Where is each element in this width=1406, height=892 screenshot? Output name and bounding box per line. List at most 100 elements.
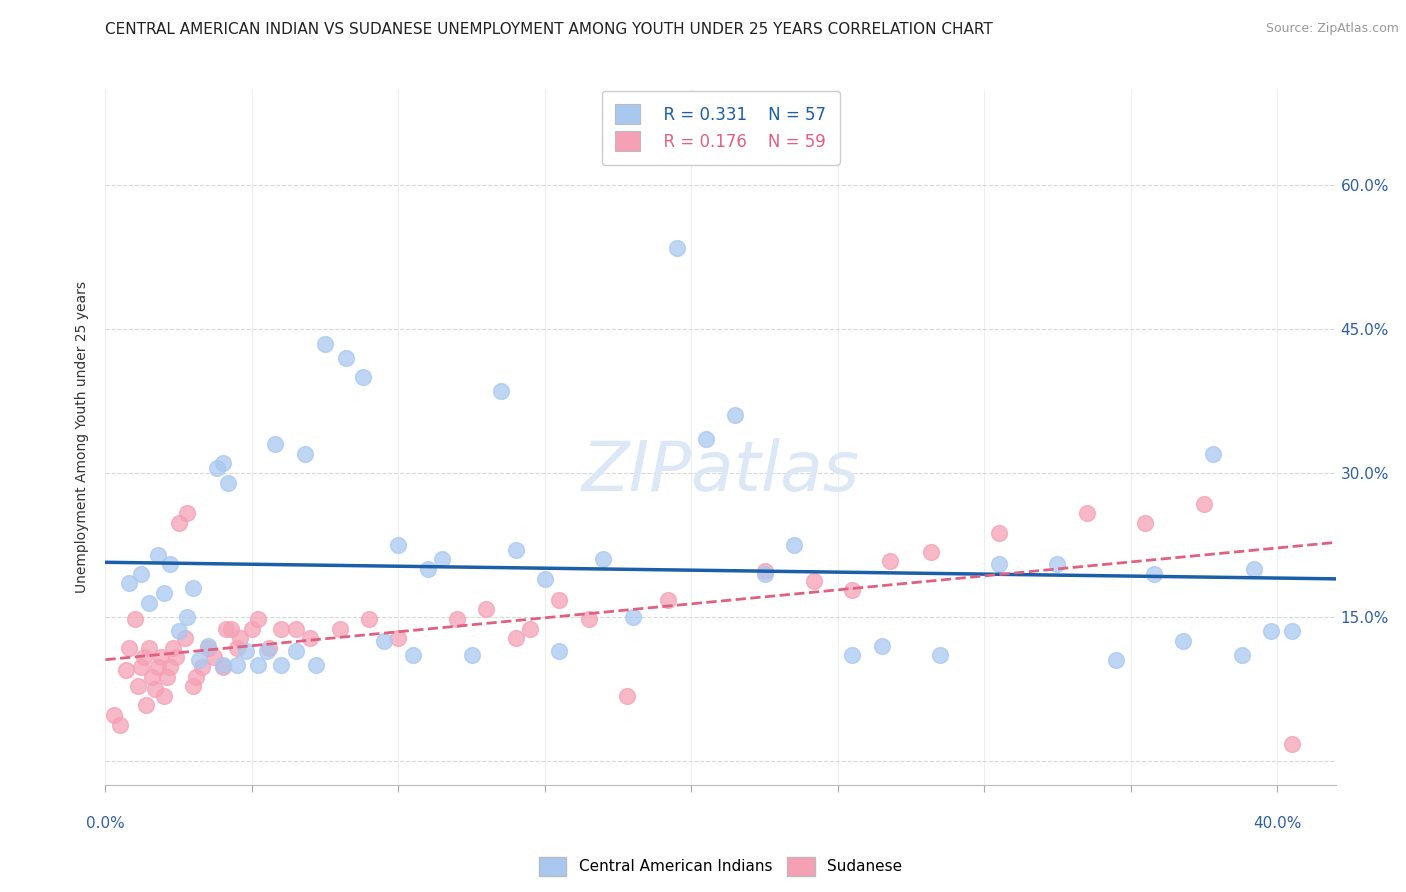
Point bbox=[841, 648, 863, 663]
Point bbox=[284, 622, 307, 636]
Point bbox=[1173, 634, 1195, 648]
Point bbox=[115, 663, 138, 677]
Point bbox=[432, 552, 454, 566]
Y-axis label: Unemployment Among Youth under 25 years: Unemployment Among Youth under 25 years bbox=[76, 281, 90, 593]
Point bbox=[879, 554, 901, 568]
Point bbox=[1143, 566, 1166, 581]
Point bbox=[329, 622, 352, 636]
Point bbox=[135, 698, 157, 713]
Point bbox=[218, 475, 240, 490]
Point bbox=[270, 622, 292, 636]
Point bbox=[387, 631, 409, 645]
Point bbox=[183, 581, 205, 595]
Point bbox=[214, 622, 236, 636]
Point bbox=[235, 643, 257, 657]
Point bbox=[1135, 516, 1157, 530]
Point bbox=[165, 650, 187, 665]
Point bbox=[259, 640, 281, 655]
Point bbox=[132, 650, 155, 665]
Point bbox=[240, 622, 263, 636]
Point bbox=[205, 461, 228, 475]
Point bbox=[754, 564, 776, 578]
Point bbox=[305, 658, 328, 673]
Point bbox=[202, 650, 225, 665]
Text: 0.0%: 0.0% bbox=[86, 815, 125, 830]
Point bbox=[108, 717, 131, 731]
Point bbox=[197, 639, 219, 653]
Point bbox=[1046, 558, 1069, 572]
Point bbox=[841, 583, 863, 598]
Point bbox=[176, 610, 198, 624]
Point bbox=[548, 643, 571, 657]
Point bbox=[211, 457, 233, 471]
Point bbox=[159, 558, 181, 572]
Point bbox=[987, 558, 1010, 572]
Point bbox=[156, 669, 179, 683]
Point bbox=[256, 643, 278, 657]
Point bbox=[335, 351, 357, 365]
Point bbox=[138, 640, 160, 655]
Point bbox=[159, 660, 181, 674]
Point bbox=[548, 592, 571, 607]
Point bbox=[1192, 497, 1215, 511]
Point bbox=[1260, 624, 1282, 639]
Point bbox=[803, 574, 825, 588]
Point bbox=[505, 542, 527, 557]
Point bbox=[724, 409, 747, 423]
Point bbox=[519, 622, 541, 636]
Point bbox=[1281, 624, 1303, 639]
Point bbox=[657, 592, 679, 607]
Point bbox=[533, 572, 555, 586]
Text: 40.0%: 40.0% bbox=[1253, 815, 1302, 830]
Point bbox=[1201, 447, 1223, 461]
Point bbox=[229, 631, 252, 645]
Point bbox=[186, 669, 208, 683]
Point bbox=[264, 437, 287, 451]
Point bbox=[284, 643, 307, 657]
Point bbox=[1281, 737, 1303, 751]
Point bbox=[352, 370, 374, 384]
Point bbox=[153, 586, 176, 600]
Point bbox=[138, 596, 160, 610]
Point bbox=[211, 660, 233, 674]
Point bbox=[489, 384, 512, 399]
Point bbox=[162, 640, 184, 655]
Point bbox=[246, 658, 269, 673]
Point bbox=[665, 241, 688, 255]
Point bbox=[870, 639, 893, 653]
Point bbox=[929, 648, 952, 663]
Point bbox=[188, 653, 211, 667]
Point bbox=[578, 612, 600, 626]
Point bbox=[124, 612, 146, 626]
Point bbox=[118, 640, 141, 655]
Point bbox=[141, 669, 163, 683]
Point bbox=[1230, 648, 1253, 663]
Point bbox=[183, 679, 205, 693]
Point bbox=[150, 650, 173, 665]
Point bbox=[221, 622, 243, 636]
Point bbox=[460, 648, 482, 663]
Point bbox=[987, 525, 1010, 540]
Point bbox=[754, 566, 776, 581]
Point bbox=[167, 516, 190, 530]
Point bbox=[416, 562, 439, 576]
Point bbox=[226, 658, 249, 673]
Point bbox=[592, 552, 614, 566]
Point bbox=[314, 336, 336, 351]
Point bbox=[148, 548, 170, 562]
Point bbox=[402, 648, 425, 663]
Point bbox=[783, 538, 806, 552]
Point bbox=[920, 545, 942, 559]
Point bbox=[505, 631, 527, 645]
Point bbox=[197, 640, 219, 655]
Point bbox=[191, 660, 214, 674]
Point bbox=[167, 624, 190, 639]
Point bbox=[359, 612, 381, 626]
Point bbox=[118, 576, 141, 591]
Legend: Central American Indians, Sudanese: Central American Indians, Sudanese bbox=[533, 851, 908, 881]
Point bbox=[173, 631, 195, 645]
Point bbox=[246, 612, 269, 626]
Point bbox=[176, 507, 198, 521]
Point bbox=[475, 602, 498, 616]
Point bbox=[294, 447, 316, 461]
